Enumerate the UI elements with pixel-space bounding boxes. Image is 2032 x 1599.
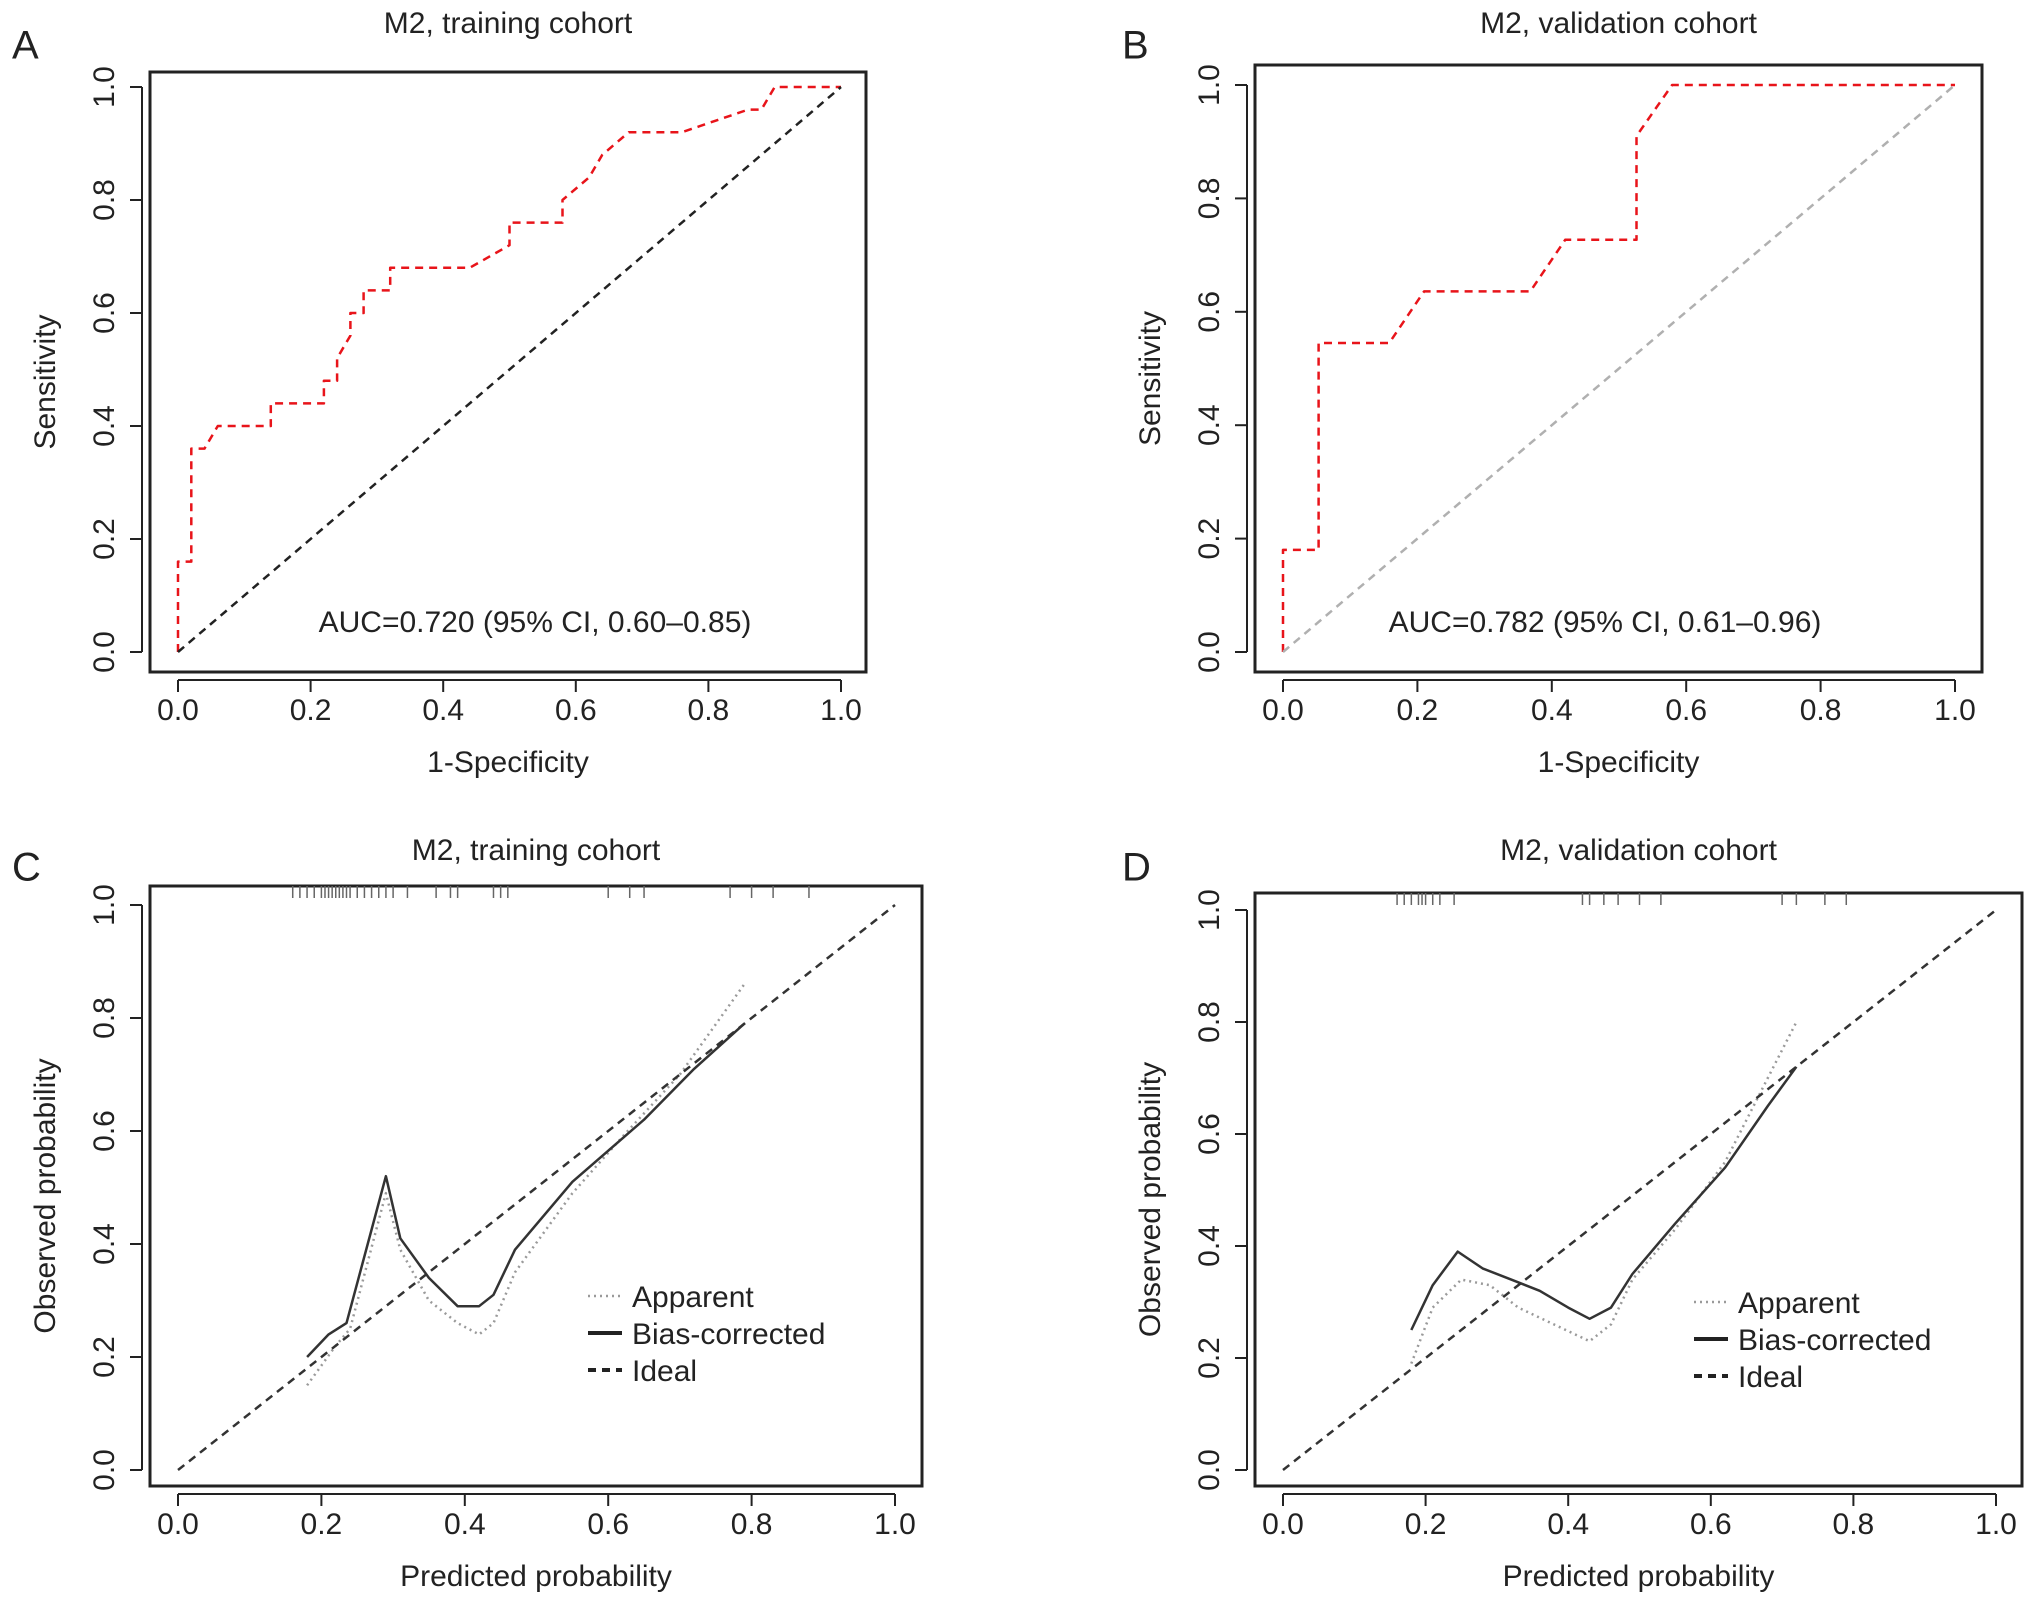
y-tick-label: 0.6 [1193, 291, 1226, 333]
y-tick-label: 0.2 [88, 1336, 121, 1378]
x-tick-label: 0.2 [290, 694, 332, 727]
legend-label: Apparent [632, 1281, 754, 1314]
y-axis-label: Sensitivity [29, 314, 62, 449]
panel-letter: B [1122, 24, 1149, 68]
plot-frame [1253, 63, 1984, 674]
y-tick-label: 0.6 [1193, 1113, 1226, 1155]
y-axis-label: Observed probability [29, 1058, 62, 1333]
x-tick-label: 0.0 [1262, 694, 1304, 727]
x-tick-label: 1.0 [1934, 694, 1976, 727]
x-tick-label: 0.4 [422, 694, 464, 727]
x-tick-label: 0.6 [587, 1508, 629, 1541]
x-axis-label: Predicted probability [1503, 1560, 1775, 1593]
ideal-line [177, 904, 896, 1471]
bias-corrected-curve [306, 1022, 746, 1358]
plot-frame [148, 70, 868, 674]
y-tick-label: 0.8 [88, 997, 121, 1039]
chart-title: M2, training cohort [384, 7, 633, 40]
x-tick-label: 0.2 [1397, 694, 1439, 727]
y-tick-label: 0.4 [88, 405, 121, 447]
y-tick-label: 0.8 [1193, 178, 1226, 220]
y-tick-label: 1.0 [1193, 64, 1226, 106]
x-tick-label: 0.0 [157, 1508, 199, 1541]
y-tick-label: 0.8 [88, 179, 121, 221]
ideal-line [1281, 83, 1955, 652]
chart-title: M2, validation cohort [1480, 7, 1757, 40]
x-tick-label: 0.2 [1405, 1508, 1447, 1541]
x-tick-label: 1.0 [874, 1508, 916, 1541]
x-tick-label: 0.0 [1262, 1508, 1304, 1541]
legend-label: Bias-corrected [632, 1318, 825, 1351]
x-axis-label: Predicted probability [400, 1560, 672, 1593]
x-tick-label: 0.6 [1665, 694, 1707, 727]
y-axis-label: Observed probability [1134, 1062, 1167, 1337]
y-tick-label: 0.4 [88, 1223, 121, 1265]
ideal-line [176, 85, 841, 652]
ideal-line [1282, 84, 1956, 653]
panel-letter: C [12, 846, 41, 890]
x-tick-label: 0.8 [688, 694, 730, 727]
bias-corrected-curve [1410, 1066, 1798, 1331]
legend: Apparent Bias-corrected Ideal [1694, 1287, 1931, 1394]
y-tick-label: 0.2 [88, 518, 121, 560]
panel-d: D M2, validation cohort 0.0 0.2 0.4 0.6 0.8 1.0… [1122, 834, 2024, 1593]
y-tick-label: 0.6 [88, 292, 121, 334]
auc-annotation: AUC=0.782 (95% CI, 0.61–0.96) [1389, 606, 1822, 639]
ideal-line [177, 86, 842, 653]
x-axis-label: 1-Specificity [1538, 746, 1700, 779]
y-tick-label: 1.0 [88, 884, 121, 926]
x-tick-label: 0.4 [1531, 694, 1573, 727]
y-tick-label: 1.0 [88, 66, 121, 108]
ideal-line [1282, 909, 1997, 1471]
panel-a: A M2, training cohort 0.0 0.2 0.4 0.6 0.8 1.0 1-… [12, 7, 868, 779]
y-tick-label: 0.0 [88, 631, 121, 673]
x-axis-label: 1-Specificity [427, 746, 589, 779]
legend-label: Ideal [1738, 1361, 1803, 1394]
x-tick-label: 1.0 [820, 694, 862, 727]
panel-b: B M2, validation cohort 0.0 0.2 0.4 0.6 0.8 1.0… [1122, 7, 1984, 779]
panel-c: C M2, training cohort 0.0 0.2 0.4 0.6 0.8 1.0 Pr… [12, 834, 924, 1593]
y-tick-label: 0.6 [88, 1110, 121, 1152]
panel-letter: D [1122, 846, 1151, 890]
x-tick-label: 0.0 [157, 694, 199, 727]
legend: Apparent Bias-corrected Ideal [588, 1281, 825, 1388]
y-tick-label: 0.0 [88, 1449, 121, 1491]
y-tick-label: 0.2 [1193, 518, 1226, 560]
y-tick-label: 0.0 [1193, 1449, 1226, 1491]
legend-label: Ideal [632, 1355, 697, 1388]
x-tick-label: 0.2 [301, 1508, 343, 1541]
x-tick-label: 0.4 [1547, 1508, 1589, 1541]
chart-title: M2, training cohort [412, 834, 661, 867]
x-tick-label: 0.8 [1800, 694, 1842, 727]
y-tick-label: 1.0 [1193, 889, 1226, 931]
x-tick-label: 0.6 [555, 694, 597, 727]
panel-letter: A [12, 24, 39, 68]
y-tick-label: 0.4 [1193, 1225, 1226, 1267]
y-tick-label: 0.2 [1193, 1337, 1226, 1379]
auc-annotation: AUC=0.720 (95% CI, 0.60–0.85) [319, 606, 752, 639]
x-tick-label: 0.8 [731, 1508, 773, 1541]
y-tick-label: 0.8 [1193, 1001, 1226, 1043]
y-tick-label: 0.4 [1193, 404, 1226, 446]
legend-label: Apparent [1738, 1287, 1860, 1320]
y-axis-label: Sensitivity [1134, 311, 1167, 446]
x-tick-label: 0.6 [1690, 1508, 1732, 1541]
plot-frame [148, 884, 924, 1488]
chart-title: M2, validation cohort [1500, 834, 1777, 867]
x-tick-label: 0.4 [444, 1508, 486, 1541]
legend-label: Bias-corrected [1738, 1324, 1931, 1357]
x-tick-label: 1.0 [1975, 1508, 2017, 1541]
x-tick-label: 0.8 [1833, 1508, 1875, 1541]
plot-frame [1253, 891, 2024, 1488]
y-tick-label: 0.0 [1193, 631, 1226, 673]
